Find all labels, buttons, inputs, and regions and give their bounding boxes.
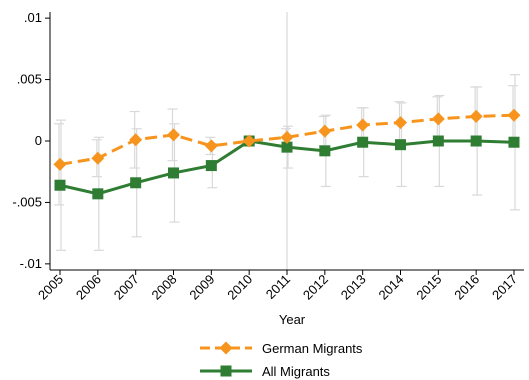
- x-tick-label: 2009: [186, 272, 217, 303]
- data-point: [129, 133, 143, 147]
- x-tick-label: 2013: [338, 272, 369, 303]
- data-point: [242, 134, 256, 148]
- data-point: [281, 141, 293, 153]
- data-point: [394, 116, 407, 130]
- y-tick-label: .01: [24, 10, 42, 25]
- y-tick-label: -.01: [20, 256, 42, 271]
- x-tick-label: 2005: [35, 272, 66, 303]
- y-tick-label: 0: [35, 133, 42, 148]
- x-tick-label: 2010: [224, 272, 255, 303]
- x-tick-label: 2007: [111, 272, 142, 303]
- data-point: [507, 108, 521, 122]
- x-tick-label: 2014: [376, 272, 407, 303]
- data-point: [91, 151, 105, 165]
- x-tick-label: 2011: [263, 272, 293, 302]
- legend-marker: [219, 341, 233, 355]
- data-point: [431, 112, 445, 126]
- y-tick-label: .005: [17, 72, 42, 87]
- data-point: [470, 135, 482, 147]
- data-point: [92, 188, 104, 200]
- x-tick-label: 2006: [73, 272, 104, 303]
- data-point: [432, 135, 444, 147]
- data-point: [319, 145, 331, 157]
- x-tick-label: 2012: [300, 272, 331, 303]
- data-point: [53, 157, 67, 171]
- legend-label: All Migrants: [262, 364, 330, 379]
- data-point: [130, 177, 142, 189]
- data-point: [469, 109, 483, 123]
- data-point: [395, 139, 406, 151]
- data-point: [205, 160, 217, 172]
- data-point: [54, 179, 66, 191]
- y-tick-label: -.005: [12, 194, 42, 209]
- data-point: [356, 118, 370, 132]
- series-lines: [53, 108, 521, 200]
- data-point: [168, 167, 179, 179]
- legend-marker: [220, 365, 232, 377]
- data-point: [204, 139, 218, 153]
- x-tick-label: 2016: [451, 272, 482, 303]
- data-point: [357, 136, 369, 148]
- data-point: [280, 130, 294, 144]
- x-tick-label: 2015: [413, 272, 444, 303]
- x-tick-label: 2008: [149, 272, 180, 303]
- data-point: [508, 136, 520, 148]
- data-point: [167, 128, 180, 142]
- legend: German Migrants All Migrants: [200, 341, 363, 379]
- data-point: [318, 124, 332, 138]
- legend-label: German Migrants: [262, 341, 363, 356]
- x-tick-label: 2017: [489, 272, 520, 303]
- x-axis-title: Year: [279, 312, 306, 327]
